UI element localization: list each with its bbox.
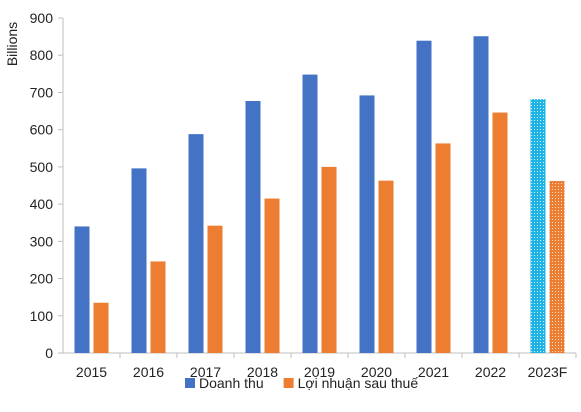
y-tick-label: 800 (30, 47, 54, 63)
x-tick-label: 2021 (418, 364, 449, 380)
y-tick-label: 600 (30, 122, 54, 138)
x-tick-label: 2019 (304, 364, 335, 380)
y-tick-label: 0 (45, 345, 53, 361)
bar-doanh-thu-2021 (416, 40, 432, 353)
y-tick-label: 300 (30, 233, 54, 249)
x-tick-label: 2016 (133, 364, 164, 380)
bar-loi-nhuan-2017 (207, 225, 223, 353)
tick-labels: 0 100 200 300 400 500 600 700 800 900 2015 2016 2017… (30, 10, 568, 380)
bar-doanh-thu-2015 (74, 226, 90, 353)
legend-item: Lợi nhuận sau thuế (283, 375, 419, 391)
bar-loi-nhuan-2019 (321, 166, 337, 353)
legend-item: Doanh thu (185, 375, 264, 391)
y-axis-label: Billions (4, 22, 20, 66)
x-tick-label: 2015 (76, 364, 107, 380)
x-tick-label: 2023F (528, 364, 568, 380)
x-tick-label: 2022 (475, 364, 506, 380)
legend: Doanh thu Lợi nhuận sau thuế (185, 375, 418, 391)
bar-doanh-thu-2017 (188, 134, 204, 353)
x-tick-label: 2018 (247, 364, 278, 380)
bar-doanh-thu-2016 (131, 168, 147, 353)
legend-label: Doanh thu (199, 375, 264, 391)
bars (74, 36, 565, 354)
legend-label: Lợi nhuận sau thuế (298, 375, 419, 391)
bar-doanh-thu-2018 (245, 101, 261, 353)
bar-doanh-thu-2019 (302, 74, 318, 354)
bar-loi-nhuan-2016 (150, 261, 166, 353)
bar-loi-nhuan-2015 (93, 302, 109, 353)
y-tick-label: 100 (30, 308, 54, 324)
bar-loi-nhuan-2021 (435, 143, 451, 353)
y-tick-label: 200 (30, 271, 54, 287)
y-tick-label: 400 (30, 196, 54, 212)
bar-loi-nhuan-2023F (549, 181, 565, 353)
bar-doanh-thu-2023F (530, 99, 546, 354)
legend-swatch (283, 378, 294, 388)
y-tick-label: 500 (30, 159, 54, 175)
legend-swatch (185, 378, 195, 388)
bar-loi-nhuan-2018 (264, 198, 280, 353)
axes (58, 17, 577, 358)
x-tick-label: 2020 (361, 364, 392, 380)
x-tick-label: 2017 (190, 364, 221, 380)
bar-doanh-thu-2020 (359, 95, 375, 353)
bar-doanh-thu-2022 (473, 36, 489, 353)
y-tick-label: 900 (30, 10, 54, 26)
bar-loi-nhuan-2020 (378, 180, 394, 353)
bar-loi-nhuan-2022 (492, 112, 508, 354)
y-tick-label: 700 (30, 84, 54, 100)
